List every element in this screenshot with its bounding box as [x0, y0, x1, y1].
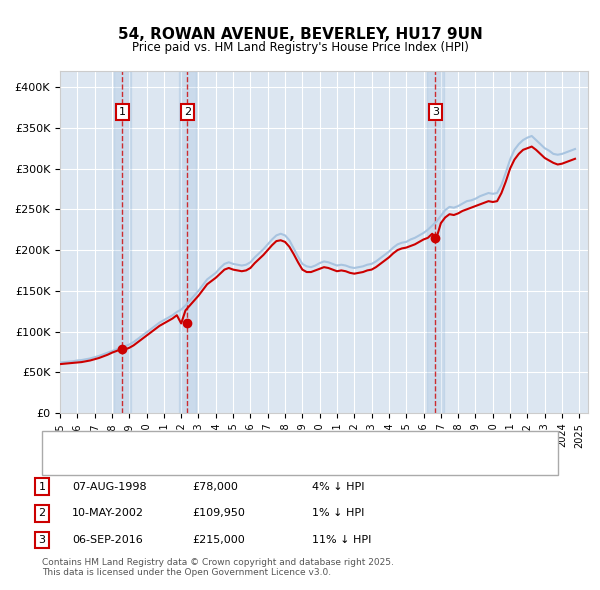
Text: 10-MAY-2002: 10-MAY-2002	[72, 509, 144, 518]
Bar	[427, 71, 444, 413]
Text: 3: 3	[38, 535, 46, 545]
Text: Contains HM Land Registry data © Crown copyright and database right 2025.
This d: Contains HM Land Registry data © Crown c…	[42, 558, 394, 577]
Bar	[113, 71, 131, 413]
Text: £215,000: £215,000	[192, 535, 245, 545]
Text: 54, ROWAN AVENUE, BEVERLEY, HU17 9UN: 54, ROWAN AVENUE, BEVERLEY, HU17 9UN	[118, 27, 482, 41]
Text: 3: 3	[432, 107, 439, 117]
Text: 4% ↓ HPI: 4% ↓ HPI	[312, 482, 365, 491]
Text: £78,000: £78,000	[192, 482, 238, 491]
Text: 11% ↓ HPI: 11% ↓ HPI	[312, 535, 371, 545]
Text: 2: 2	[184, 107, 191, 117]
Text: 1% ↓ HPI: 1% ↓ HPI	[312, 509, 364, 518]
Text: 1: 1	[38, 482, 46, 491]
Text: 07-AUG-1998: 07-AUG-1998	[72, 482, 146, 491]
Text: 54, ROWAN AVENUE, BEVERLEY, HU17 9UN (detached house): 54, ROWAN AVENUE, BEVERLEY, HU17 9UN (de…	[75, 438, 395, 448]
Text: 1: 1	[119, 107, 126, 117]
Bar	[179, 71, 196, 413]
Text: 2: 2	[38, 509, 46, 518]
Text: 06-SEP-2016: 06-SEP-2016	[72, 535, 143, 545]
Text: Price paid vs. HM Land Registry's House Price Index (HPI): Price paid vs. HM Land Registry's House …	[131, 41, 469, 54]
Text: £109,950: £109,950	[192, 509, 245, 518]
Text: HPI: Average price, detached house, East Riding of Yorkshire: HPI: Average price, detached house, East…	[75, 458, 391, 467]
